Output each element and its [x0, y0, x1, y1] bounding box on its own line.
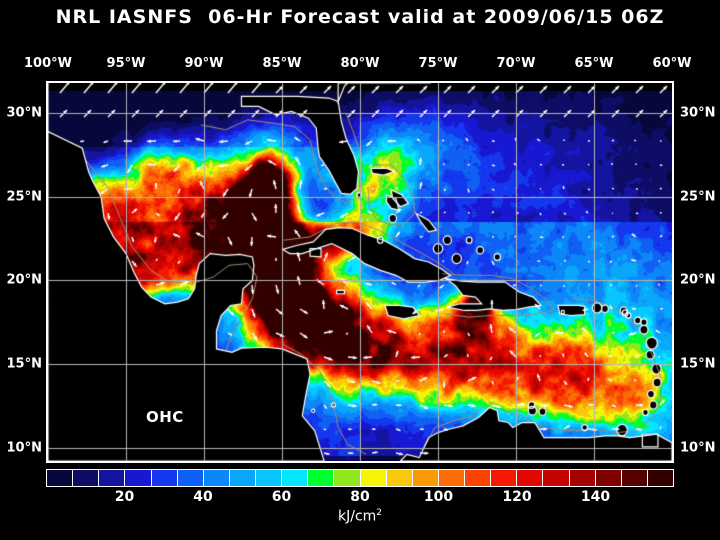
lon-tick-label: 85°W: [262, 56, 302, 71]
colorbar-swatch: [151, 470, 178, 486]
ohc-heatmap-canvas[interactable]: [48, 83, 672, 461]
colorbar-swatch: [203, 470, 230, 486]
colorbar-swatch: [256, 470, 283, 486]
lon-tick-label: 95°W: [106, 56, 146, 71]
field-annotation-ohc: OHC: [146, 408, 184, 426]
lat-tick-label: 25°N: [680, 189, 716, 205]
colorbar-swatch: [73, 470, 100, 486]
colorbar-tick-label: 140: [580, 489, 611, 505]
lon-tick-label: 75°W: [418, 56, 458, 71]
colorbar-swatch: [125, 470, 152, 486]
lat-tick-label: 10°N: [6, 440, 42, 456]
colorbar-swatch: [543, 470, 570, 486]
colorbar-swatch: [465, 470, 492, 486]
lon-tick-label: 60°W: [652, 56, 692, 71]
colorbar-swatch: [386, 470, 413, 486]
lat-tick-label: 15°N: [6, 356, 42, 372]
colorbar-swatch: [334, 470, 361, 486]
lat-tick-label: 20°N: [6, 272, 42, 288]
colorbar-unit-label: kJ/cm2: [337, 508, 383, 525]
colorbar-swatch: [47, 470, 74, 486]
colorbar-tick-label: 60: [271, 489, 292, 505]
lon-tick-label: 80°W: [340, 56, 380, 71]
lon-tick-label: 100°W: [24, 56, 72, 71]
page-title: NRL IASNFS 06-Hr Forecast valid at 2009/…: [55, 6, 665, 28]
colorbar-swatch: [438, 470, 465, 486]
colorbar-swatch: [517, 470, 544, 486]
lat-tick-label: 15°N: [680, 356, 716, 372]
colorbar[interactable]: [46, 469, 674, 487]
lat-tick-label: 25°N: [6, 189, 42, 205]
lon-tick-label: 70°W: [496, 56, 536, 71]
lat-tick-label: 30°N: [680, 105, 716, 121]
lat-tick-label: 30°N: [6, 105, 42, 121]
lon-tick-label: 65°W: [574, 56, 614, 71]
colorbar-swatch: [621, 470, 648, 486]
map-plot-area[interactable]: [46, 81, 674, 463]
colorbar-tick-label: 20: [114, 489, 135, 505]
colorbar-tick-label: 120: [502, 489, 532, 505]
lon-tick-label: 90°W: [184, 56, 224, 71]
colorbar-swatch: [412, 470, 439, 486]
colorbar-swatch: [177, 470, 204, 486]
colorbar-swatch: [308, 470, 335, 486]
lat-tick-label: 20°N: [680, 272, 716, 288]
colorbar-swatch: [229, 470, 256, 486]
colorbar-swatch: [360, 470, 387, 486]
colorbar-swatch: [595, 470, 622, 486]
colorbar-tick-label: 100: [423, 489, 454, 505]
colorbar-swatch: [282, 470, 309, 486]
colorbar-tick-label: 40: [193, 489, 213, 505]
colorbar-swatch: [99, 470, 126, 486]
lat-tick-label: 10°N: [680, 440, 716, 456]
colorbar-swatch: [647, 470, 673, 486]
colorbar-tick-label: 80: [350, 489, 370, 505]
colorbar-swatch: [569, 470, 596, 486]
colorbar-swatch: [491, 470, 518, 486]
